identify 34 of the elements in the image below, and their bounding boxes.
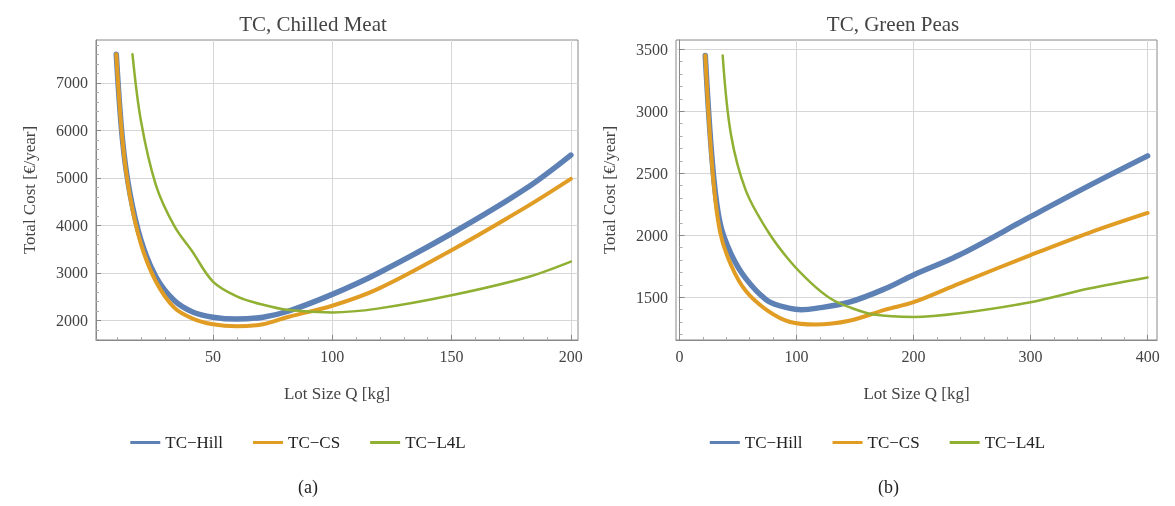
legend-label: TC−Hill [165, 433, 224, 452]
x-tick-label: 300 [1018, 347, 1043, 365]
x-tick-label: 100 [320, 347, 345, 365]
y-axis-title: Total Cost [€/year] [20, 125, 39, 255]
legend-label: TC−Hill [744, 433, 803, 452]
x-tick-label: 200 [558, 347, 583, 365]
text: (b) [878, 477, 899, 498]
y-tick-label: 2500 [636, 164, 668, 182]
text: (a) [298, 477, 318, 498]
y-tick-label: 6000 [56, 121, 88, 139]
chart-title: TC, Chilled Meat [239, 11, 387, 36]
y-axis-title: Total Cost [€/year] [600, 125, 619, 255]
legend-label: TC−L4L [405, 433, 466, 452]
legend-label: TC−CS [867, 433, 920, 452]
y-tick-label: 1500 [636, 288, 668, 306]
legend-label: TC−CS [288, 433, 341, 452]
y-tick-label: 2000 [636, 226, 668, 244]
x-tick-label: 150 [439, 347, 464, 365]
y-tick-label: 7000 [56, 74, 88, 92]
y-tick-label: 4000 [56, 216, 88, 234]
x-tick-label: 100 [784, 347, 809, 365]
x-axis-title: Lot Size Q [kg] [863, 384, 970, 403]
x-tick-label: 50 [204, 347, 221, 365]
x-tick-label: 400 [1135, 347, 1160, 365]
y-tick-label: 3000 [56, 264, 88, 282]
y-tick-label: 5000 [56, 169, 88, 187]
x-axis-title: Lot Size Q [kg] [283, 384, 391, 403]
chart-title: TC, Green Peas [826, 11, 960, 36]
x-tick-label: 0 [675, 347, 684, 365]
y-tick-label: 3000 [636, 102, 668, 120]
y-tick-label: 3500 [636, 40, 668, 58]
x-tick-label: 200 [901, 347, 926, 365]
y-tick-label: 2000 [56, 312, 88, 330]
legend-label: TC−L4L [984, 433, 1046, 452]
